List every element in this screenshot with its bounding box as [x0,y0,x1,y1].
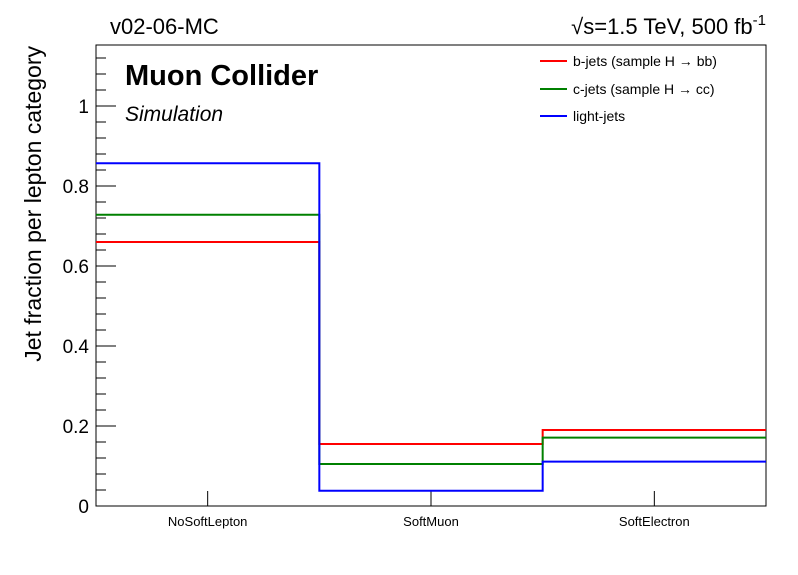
y-axis-tick-labels: 0 0.2 0.4 0.6 0.8 1 [63,97,90,518]
series-layer [96,162,766,492]
version-label: v02-06-MC [110,14,219,39]
series-line-b-jets [96,241,766,445]
x-tick-label-softmuon: SoftMuon [403,514,459,529]
y-tick-label: 0.8 [63,177,89,198]
series-line-light-jets [96,162,766,492]
y-axis-title: Jet fraction per lepton category [20,46,46,362]
simulation-label: Simulation [125,103,223,126]
legend-entry-light-jets: light-jets [573,108,625,124]
y-tick-label: 0 [78,497,89,518]
legend-entry-c-jets: c-jets (sample H → cc) [573,81,715,97]
x-tick-label-softelectron: SoftElectron [619,514,690,529]
series-line-c-jets [96,213,766,465]
energy-label: √s=1.5 TeV, 500 fb-1 [571,12,766,39]
legend-entry-b-jets: b-jets (sample H → bb) [573,53,717,69]
legend: b-jets (sample H → bb) c-jets (sample H →… [540,53,717,124]
sqrt-s-symbol: √s [571,14,594,39]
energy-value: =1.5 TeV, 500 fb [594,14,752,39]
x-axis-ticks [207,491,655,506]
x-tick-label-nosoftlepton: NoSoftLepton [168,514,248,529]
y-tick-label: 0.2 [63,417,89,438]
energy-exponent: -1 [753,12,766,29]
y-axis-ticks [96,57,116,507]
x-axis-tick-labels: NoSoftLepton SoftMuon SoftElectron [168,514,690,529]
y-tick-label: 0.6 [63,257,89,278]
y-tick-label: 1 [78,97,89,118]
muon-collider-label: Muon Collider [125,60,318,92]
y-tick-label: 0.4 [63,337,90,358]
